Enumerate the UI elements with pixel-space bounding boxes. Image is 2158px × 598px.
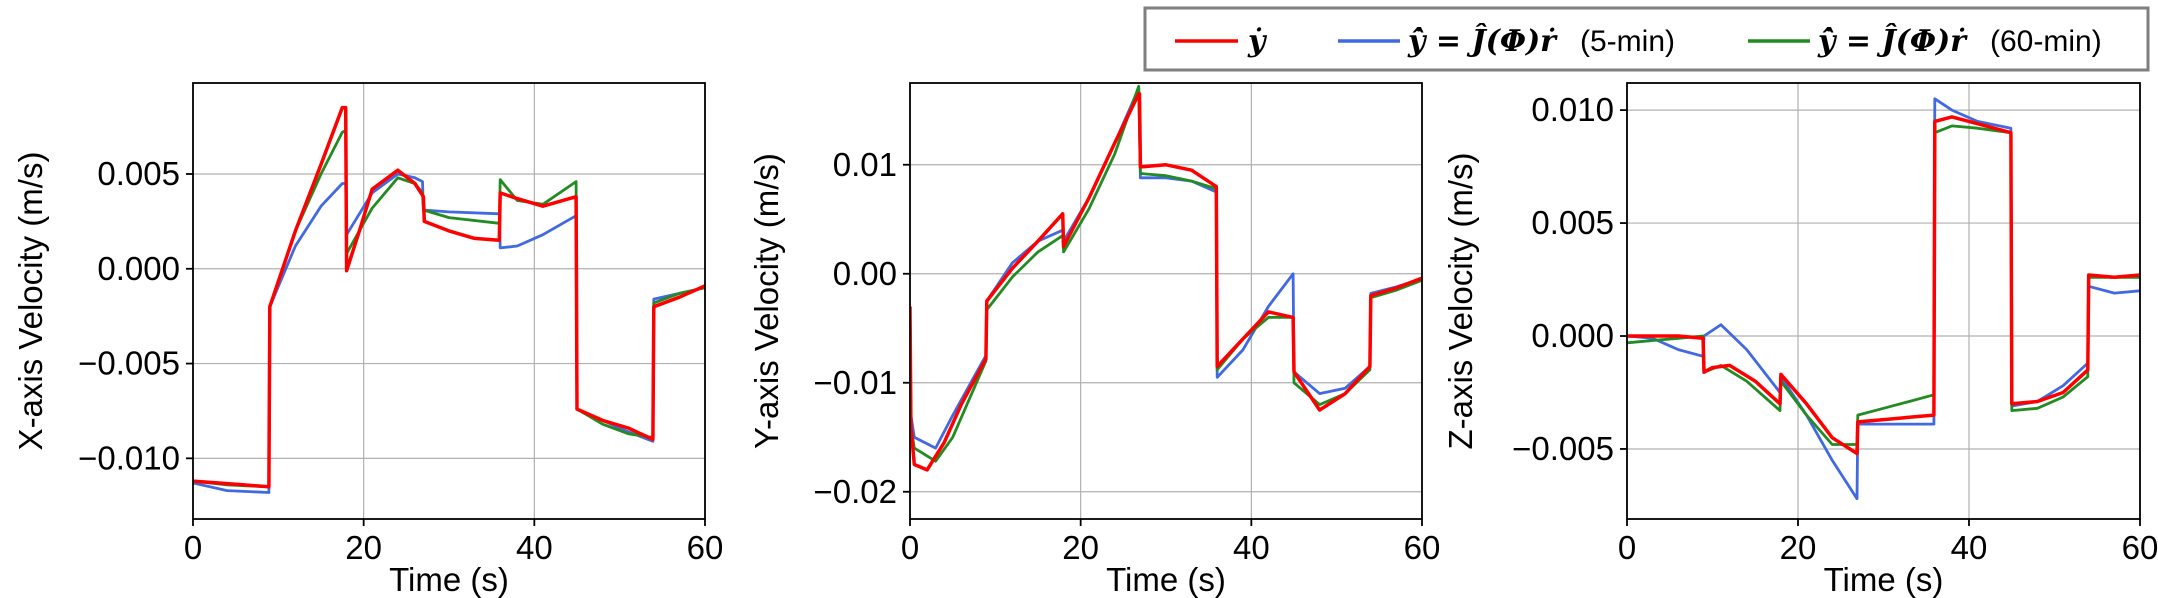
x-tick-label: 20 (345, 529, 382, 566)
legend-label-measured: ẏ (1247, 24, 1268, 59)
y-tick-label: 0.005 (1531, 204, 1614, 241)
axes-frame (1626, 82, 2141, 520)
series-line-5min (1627, 97, 2140, 501)
y-axis-label: Z-axis Velocity (m/s) (1442, 152, 1479, 449)
x-tick-label: 60 (687, 529, 724, 566)
x-tick-label: 0 (184, 529, 202, 566)
y-tick-label: 0.010 (1531, 91, 1614, 128)
legend-suffix-5min: (5-min) (1580, 25, 1675, 58)
x-tick-label: 0 (1618, 529, 1636, 566)
x-tick-label: 20 (1780, 529, 1817, 566)
legend-entry-measured: ẏ (1175, 24, 1268, 59)
y-axis-label: Y-axis Velocity (m/s) (748, 153, 785, 449)
legend: ẏ ẏ̂ = Ĵ(Φ)ṙ (5-min) ẏ̂ = Ĵ(Φ)ṙ (60-min) (1143, 6, 2150, 72)
x-tick-label: 60 (2122, 529, 2158, 566)
x-tick-label: 40 (1951, 529, 1988, 566)
x-tick-label: 40 (516, 529, 553, 566)
panel-3: 0 20 40 60 −0.005 0.000 0.005 0.010 Time (s) Z-ax… (1442, 82, 2158, 598)
y-axis-label: X-axis Velocity (m/s) (12, 152, 49, 451)
legend-entry-5min: ẏ̂ = Ĵ(Φ)ṙ (5-min) (1338, 23, 1675, 59)
legend-entry-60min: ẏ̂ = Ĵ(Φ)ṙ (60-min) (1748, 23, 2102, 59)
x-tick-label: 20 (1062, 529, 1099, 566)
axes-frame (909, 82, 1423, 520)
panel-2: 0 20 40 60 −0.02 −0.01 0.00 0.01 Time (s) Y-axis … (748, 82, 1441, 598)
y-tick-label: −0.01 (814, 364, 898, 401)
series-line-5min (910, 87, 1422, 450)
y-tick-label: 0.01 (833, 146, 897, 183)
series-line-measured (910, 92, 1422, 472)
axes-frame (192, 82, 706, 520)
x-tick-label: 40 (1233, 529, 1270, 566)
series-line-measured (193, 105, 705, 489)
y-tick-label: −0.005 (1512, 430, 1614, 467)
series-line-60min (910, 84, 1422, 463)
y-tick-label: 0.000 (97, 250, 180, 287)
panel-1: 0 20 40 60 −0.010 −0.005 0.000 0.005 Time (s) X-a… (12, 82, 724, 598)
plot-area (1627, 83, 2140, 519)
x-axis-label: Time (s) (1824, 561, 1944, 598)
y-tick-label: 0.000 (1531, 317, 1614, 354)
y-tick-label: 0.005 (97, 155, 180, 192)
legend-label-5min: ẏ̂ = Ĵ(Φ)ṙ (1407, 23, 1558, 59)
x-tick-label: 60 (1404, 529, 1441, 566)
series-line-measured (1627, 115, 2140, 456)
y-tick-label: −0.02 (814, 473, 898, 510)
legend-label-60min: ẏ̂ = Ĵ(Φ)ṙ (1817, 23, 1968, 59)
y-tick-label: −0.005 (78, 345, 180, 382)
y-tick-label: 0.00 (833, 255, 897, 292)
legend-suffix-60min: (60-min) (1990, 25, 2102, 58)
plot-area (193, 83, 705, 519)
x-axis-label: Time (s) (1106, 561, 1226, 598)
legend-frame (1143, 6, 2150, 72)
x-tick-label: 0 (901, 529, 919, 566)
x-axis-label: Time (s) (389, 561, 509, 598)
y-tick-label: −0.010 (78, 439, 180, 476)
